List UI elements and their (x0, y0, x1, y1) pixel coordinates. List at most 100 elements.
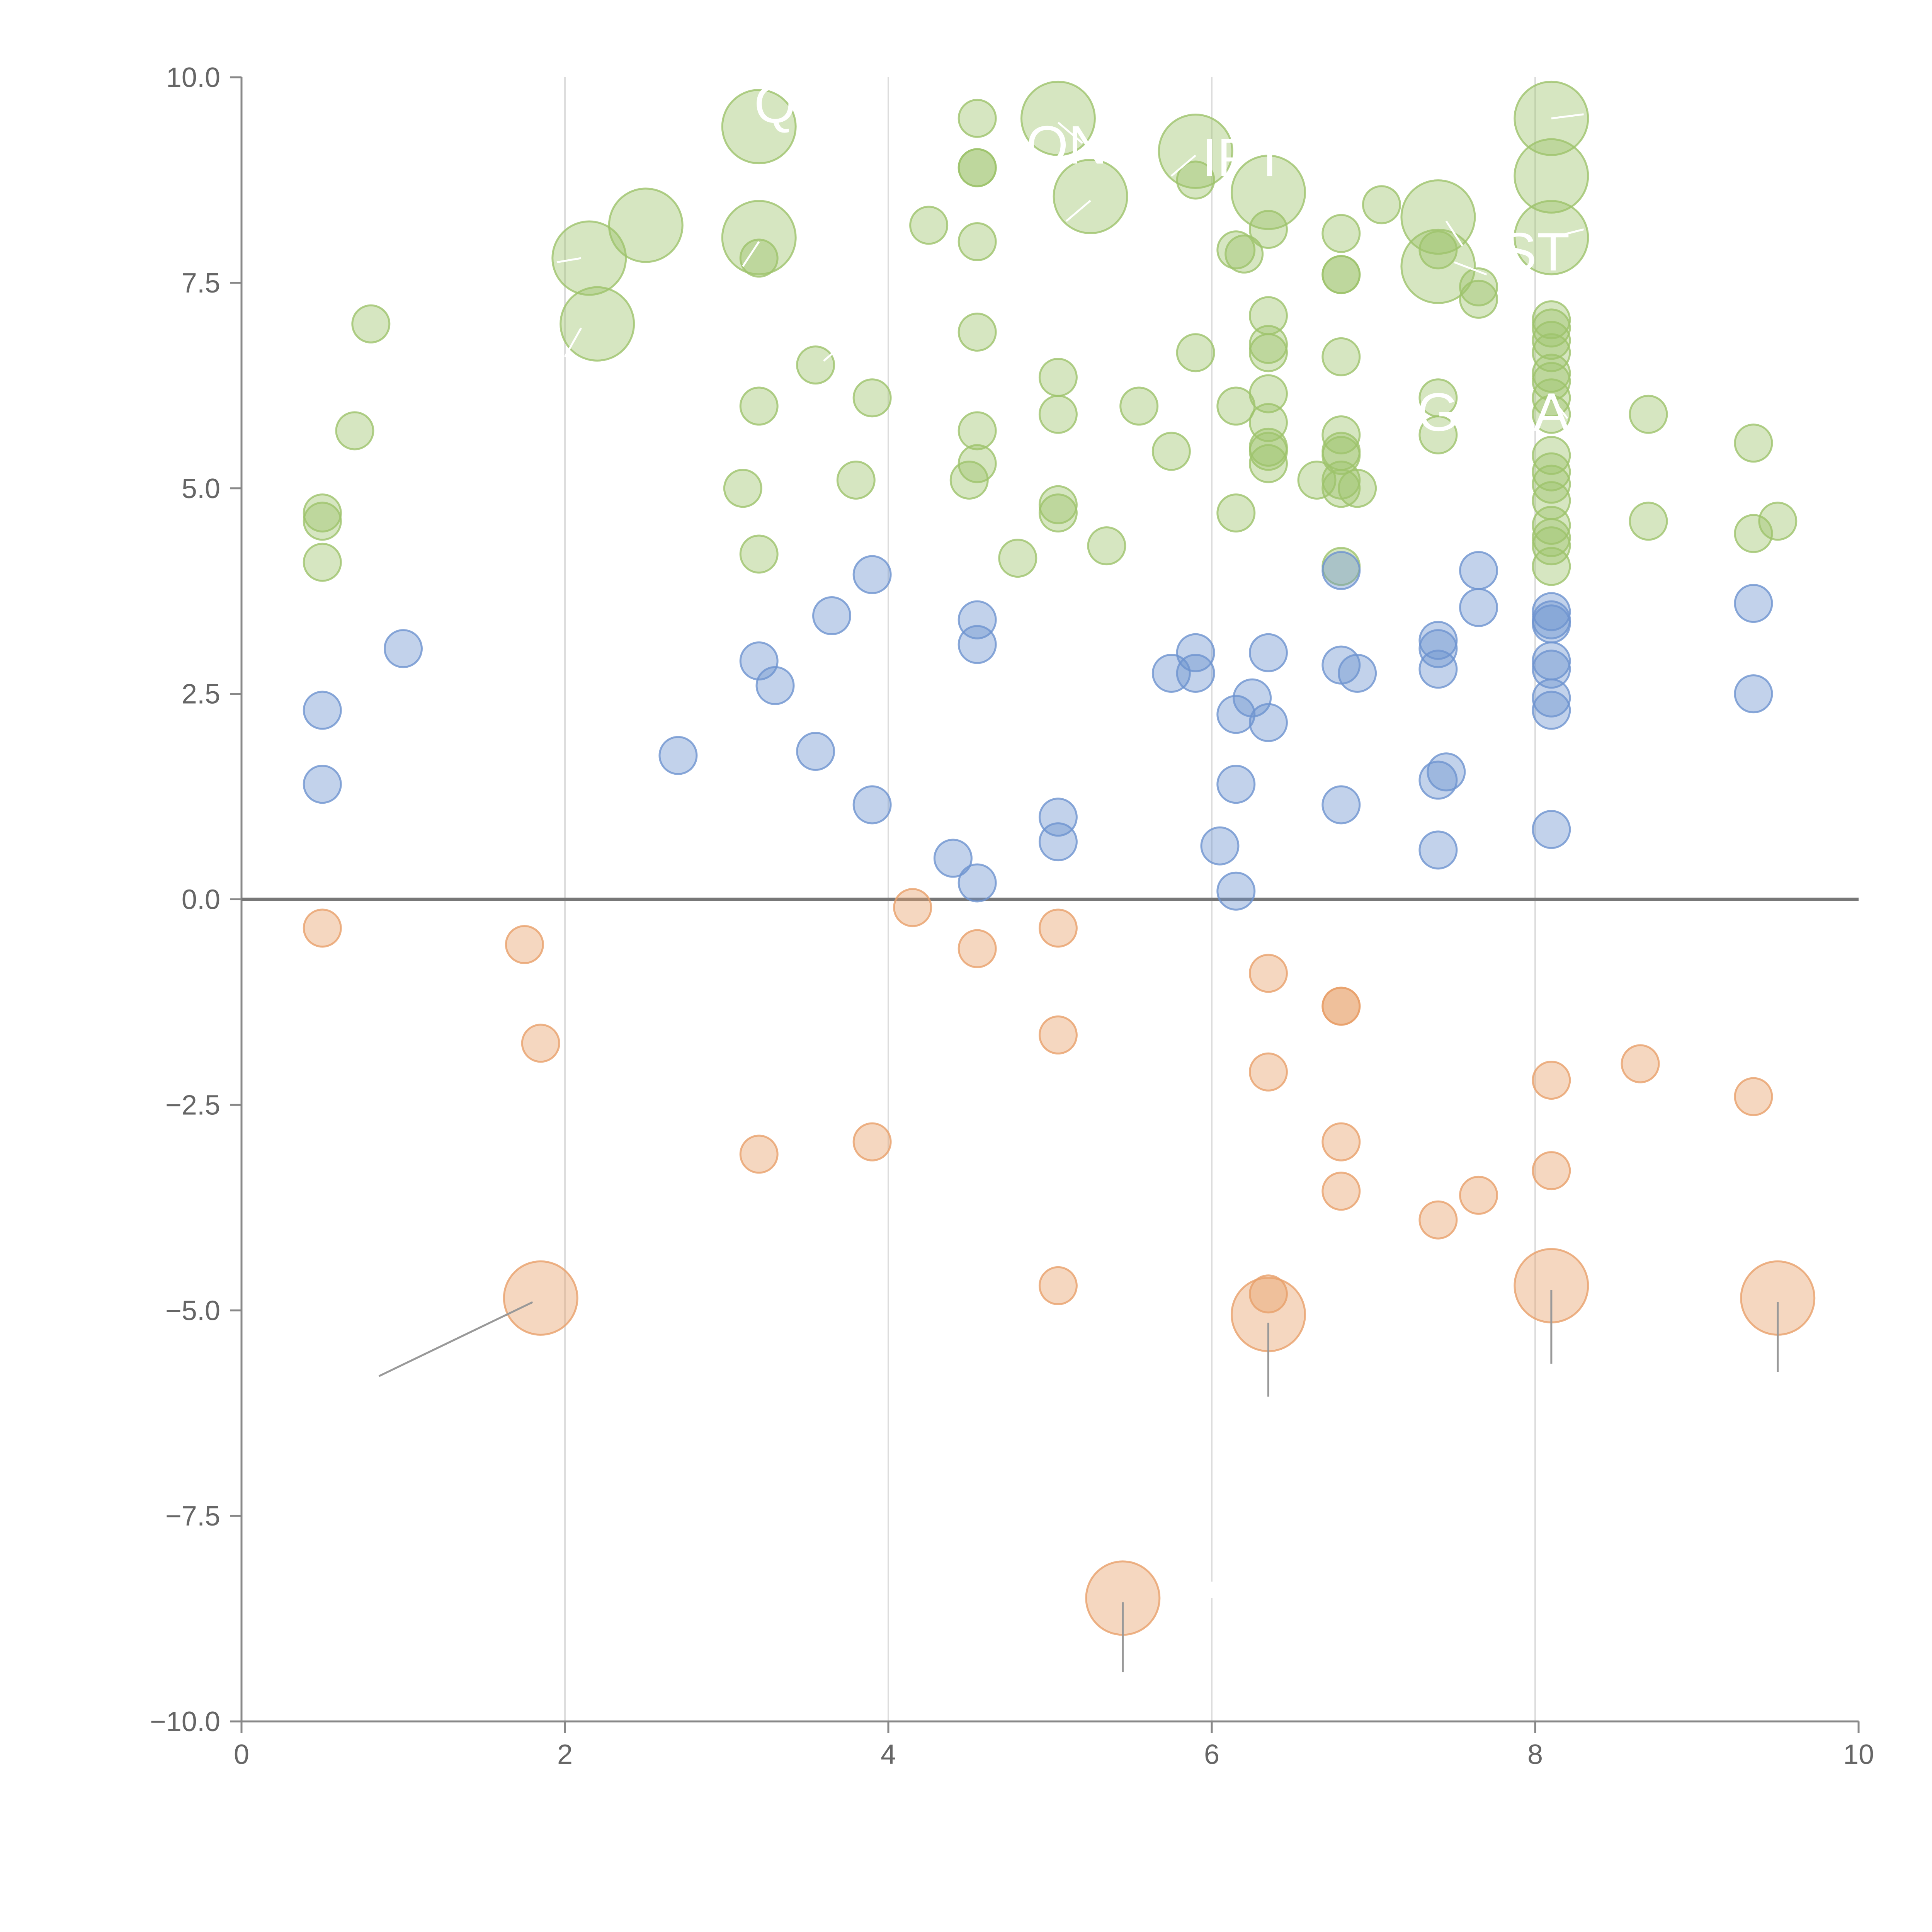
blue-point (957, 625, 997, 664)
green-point (998, 539, 1037, 578)
green-point (1532, 362, 1571, 401)
orange-large-point (503, 1260, 578, 1336)
green-point (1629, 502, 1668, 541)
orange-point (957, 929, 997, 968)
orange-point (1321, 1172, 1361, 1211)
blue-point (303, 690, 342, 730)
green-large-point (608, 187, 684, 263)
leader-line (556, 257, 582, 264)
green-point (1532, 321, 1571, 360)
blue-point (1427, 752, 1466, 792)
orange-point (521, 1024, 560, 1063)
bubble-label: A (1533, 382, 1570, 442)
blue-point (812, 596, 852, 636)
green-point (1629, 395, 1668, 434)
orange-point (1248, 1052, 1288, 1092)
blue-point (1418, 760, 1458, 800)
blue-point (1176, 653, 1215, 693)
orange-point (1321, 1122, 1361, 1162)
orange-point (739, 1134, 779, 1174)
blue-point (1734, 674, 1773, 714)
green-point (303, 502, 342, 541)
data-points (303, 80, 1816, 1636)
blue-point (1532, 690, 1571, 730)
leader-line (823, 339, 849, 362)
y-tick-label: −5.0 (165, 1295, 220, 1326)
green-point (1119, 386, 1159, 426)
blue-point (755, 666, 795, 705)
blue-point (796, 732, 835, 771)
blue-point (1532, 678, 1571, 718)
bubble-label: IOS (591, 139, 684, 200)
green-point (1532, 518, 1571, 557)
x-tick-label: 2 (557, 1739, 573, 1770)
blue-point (1321, 551, 1361, 590)
leader-line (1445, 220, 1463, 247)
blue-point (852, 785, 892, 825)
green-point (909, 206, 949, 245)
leader-line (1057, 122, 1083, 144)
green-point (1532, 395, 1571, 434)
green-point (1321, 469, 1361, 508)
green-point (1038, 358, 1078, 397)
leader-line (1550, 397, 1568, 419)
green-point (1459, 279, 1498, 319)
green-point (1321, 255, 1361, 294)
green-point (1459, 267, 1498, 307)
green-large-point (1020, 80, 1096, 156)
green-point (1532, 436, 1571, 475)
blue-point (303, 765, 342, 804)
green-large-point (560, 286, 635, 362)
blue-point (933, 838, 973, 878)
x-tick-label: 0 (234, 1739, 249, 1770)
green-large-point (1514, 138, 1589, 214)
y-tick-label: −7.5 (165, 1501, 220, 1532)
blue-point (1532, 592, 1571, 631)
blue-point (1338, 653, 1377, 693)
leader-lines (378, 113, 1779, 1672)
blue-point (1532, 604, 1571, 644)
green-point (1758, 502, 1798, 541)
y-tick-label: 2.5 (182, 679, 220, 710)
green-point (1734, 423, 1773, 463)
orange-point (1532, 1151, 1571, 1190)
green-large-point (1400, 228, 1476, 304)
orange-point (1038, 1266, 1078, 1305)
leader-line (1454, 261, 1487, 276)
blue-point (1216, 695, 1256, 734)
blue-point (852, 555, 892, 594)
blue-point (1038, 822, 1078, 862)
green-point (1734, 514, 1773, 553)
y-tick-label: −2.5 (165, 1090, 220, 1121)
x-tick-label: 4 (881, 1739, 896, 1770)
green-point (1248, 333, 1288, 372)
green-point (1532, 452, 1571, 492)
blue-point (1248, 703, 1288, 742)
green-point (852, 378, 892, 418)
axes: 10.0 7.5 5.0 2.5 0.0 −2.5 −5.0 −7.5 −10.0 0 2 4 6 8 10 (150, 62, 1874, 1770)
y-tick-label: 10.0 (166, 62, 220, 93)
green-point (1418, 415, 1458, 454)
green-large-point (1158, 113, 1233, 189)
y-tick-label: −10.0 (150, 1706, 220, 1737)
x-tick-label: 10 (1843, 1739, 1874, 1770)
green-point (1176, 160, 1215, 200)
bubble-label: G (1417, 382, 1459, 442)
green-point (1038, 493, 1078, 533)
green-point (1151, 432, 1191, 471)
green-point (1248, 444, 1288, 483)
green-point (1418, 230, 1458, 270)
green-point (1248, 374, 1288, 413)
bubble-label: Q (754, 73, 796, 134)
blue-point (1459, 588, 1498, 627)
blue-point (1321, 785, 1361, 825)
green-point (1532, 300, 1571, 340)
green-point (1038, 395, 1078, 434)
y-tick-label: 0.0 (182, 884, 220, 915)
blue-point (739, 641, 779, 681)
blue-point (1418, 621, 1458, 660)
bubble-label: IPT (1202, 127, 1286, 187)
leader-line (1065, 200, 1091, 222)
green-point (303, 493, 342, 533)
orange-point (505, 925, 544, 964)
